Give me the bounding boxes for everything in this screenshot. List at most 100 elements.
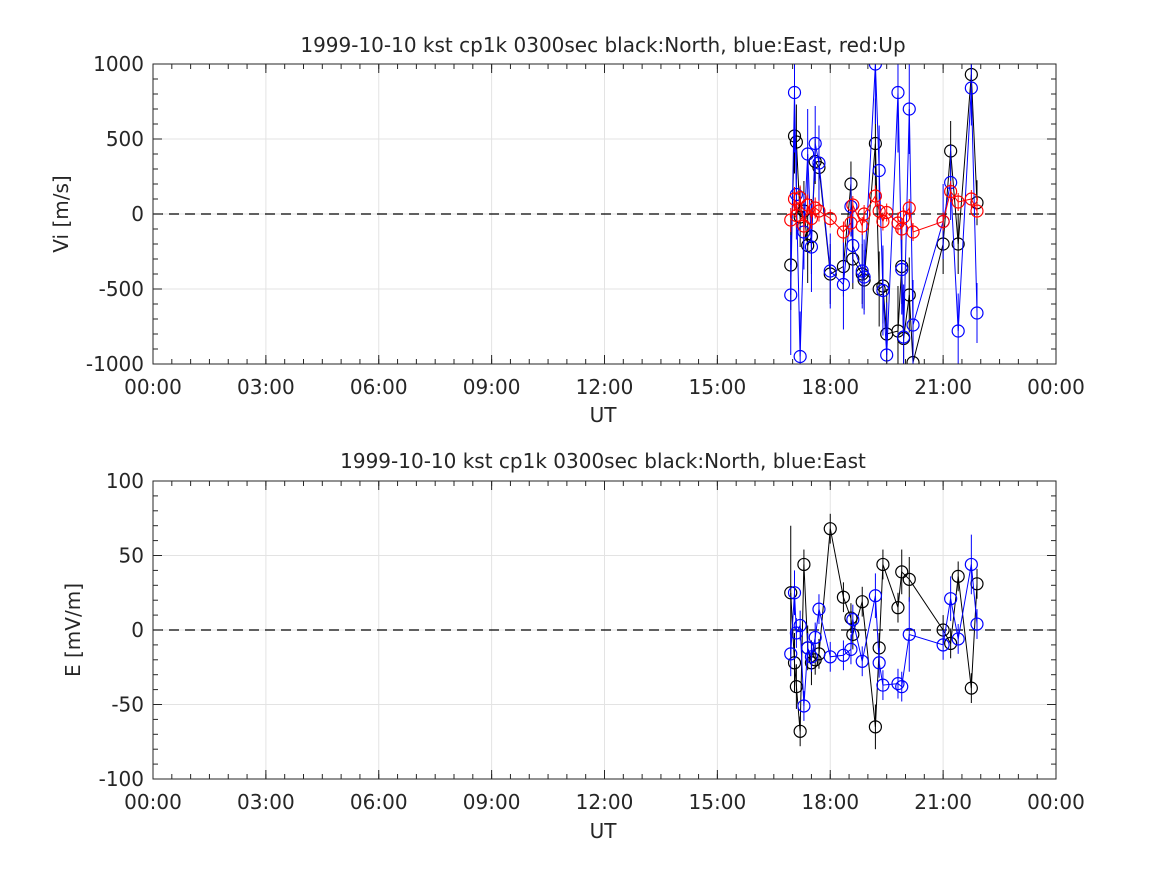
efield-series-north-point: [823, 522, 837, 536]
velocity-series-up-point: [823, 211, 837, 226]
velocity-plot-area: [784, 64, 984, 364]
velocity-series-up: [784, 181, 984, 243]
efield-panel: 1999-10-10 kst cp1k 0300sec black:North,…: [61, 449, 1085, 843]
velocity-series-up-point: [812, 204, 826, 218]
efield-y-tick-label: -50: [111, 693, 144, 717]
velocity-series-east-point: [876, 283, 890, 298]
velocity-x-tick-labels: 00:00 03:00 06:00 09:00 12:00 15:00 18:00 21:00…: [124, 375, 1085, 399]
efield-y-axis-label: E [mV/m]: [61, 583, 85, 677]
efield-x-tick-label: 09:00: [463, 790, 521, 814]
efield-series-east-point: [951, 632, 965, 646]
velocity-series-up-point: [789, 208, 803, 223]
velocity-chart-title: 1999-10-10 kst cp1k 0300sec black:North,…: [300, 33, 905, 57]
efield-y-tick-label: 0: [131, 618, 144, 642]
velocity-x-tick-label: 18:00: [801, 375, 859, 399]
efield-y-tick-label: -100: [99, 767, 144, 791]
efield-series-east-point: [876, 678, 890, 692]
velocity-series-up-point: [868, 189, 883, 203]
efield-x-tick-label: 18:00: [801, 790, 859, 814]
velocity-series-east-point: [793, 349, 807, 364]
velocity-series-east-point: [970, 306, 984, 320]
efield-series-east-point: [970, 617, 984, 631]
velocity-series-up-point: [876, 214, 890, 229]
efield-series-east-point: [964, 557, 978, 572]
efield-series-east-point: [784, 647, 798, 661]
efield-series-east-point: [812, 602, 826, 616]
efield-series-north-point: [787, 656, 802, 670]
efield-series-north-point: [855, 595, 869, 609]
efield-series-east-point: [846, 612, 860, 627]
velocity-series-east-point: [812, 156, 826, 170]
efield-series-east-point: [872, 656, 886, 670]
velocity-series-up-point: [936, 214, 950, 229]
velocity-y-axis-label: Vi [m/s]: [49, 175, 73, 252]
velocity-series-north-point: [951, 237, 965, 251]
velocity-y-tick-label: 0: [131, 202, 144, 226]
efield-series-east-point: [855, 654, 869, 668]
velocity-series-up-point: [951, 195, 965, 209]
velocity-y-tick-label: -500: [99, 277, 144, 301]
efield-series-north-point: [895, 565, 909, 579]
efield-y-tick-label: 100: [106, 469, 144, 493]
efield-series-east-point: [844, 642, 858, 656]
velocity-series-east-point: [868, 64, 882, 71]
efield-series-north-point: [902, 572, 916, 586]
efield-series-north-point: [789, 680, 803, 694]
velocity-series-east-point: [857, 270, 871, 284]
efield-x-tick-label: 06:00: [350, 790, 408, 814]
velocity-panel: 1999-10-10 kst cp1k 0300sec black:North,…: [49, 33, 1085, 427]
efield-axes-frame: [152, 480, 1057, 780]
velocity-series-east-point: [897, 330, 911, 344]
velocity-series-east-point: [906, 318, 920, 332]
velocity-series-east-point: [787, 85, 802, 100]
velocity-series-up-point: [902, 201, 916, 215]
velocity-x-tick-label: 21:00: [914, 375, 972, 399]
velocity-axes-box: [152, 63, 1057, 365]
velocity-x-tick-label: 00:00: [1027, 375, 1085, 399]
efield-x-axis-label: UT: [590, 819, 618, 843]
efield-series-north-point: [868, 720, 883, 734]
velocity-series-up-point: [970, 204, 984, 218]
velocity-series-north-point: [868, 136, 883, 151]
velocity-series-east-point: [823, 264, 837, 278]
efield-series-east: [784, 534, 984, 721]
efield-series-north-point: [784, 586, 798, 600]
velocity-series-east-point: [784, 288, 798, 302]
velocity-y-tick-label: 500: [106, 127, 144, 151]
efield-series-east-point: [797, 699, 811, 713]
efield-series-north-point: [844, 611, 858, 625]
velocity-series-up-point: [797, 219, 811, 233]
velocity-series-east: [784, 64, 984, 364]
velocity-series-north-point: [789, 135, 803, 149]
velocity-series-east-point: [902, 102, 916, 116]
velocity-series-up-point: [944, 184, 958, 199]
efield-series-north-point: [951, 569, 965, 583]
velocity-series-east-point: [872, 163, 886, 178]
velocity-series-up-point: [857, 207, 871, 221]
efield-series-east-point: [823, 650, 837, 664]
velocity-x-tick-label: 06:00: [350, 375, 408, 399]
efield-series-east-point: [891, 677, 905, 691]
efield-series-north-point: [793, 724, 807, 738]
velocity-series-up-point: [793, 190, 807, 205]
efield-series-east-point: [793, 618, 807, 633]
efield-series-east-point: [895, 680, 909, 694]
velocity-x-tick-label: 09:00: [463, 375, 521, 399]
velocity-series-up-point: [906, 225, 920, 239]
velocity-series-east-point: [964, 81, 978, 95]
efield-x-tick-label: 15:00: [689, 790, 747, 814]
efield-chart-title: 1999-10-10 kst cp1k 0300sec black:North,…: [340, 449, 866, 473]
efield-x-tick-label: 00:00: [1027, 790, 1085, 814]
efield-series-east-point: [902, 627, 916, 642]
velocity-series-up-point: [808, 201, 822, 215]
velocity-x-axis-label: UT: [590, 403, 618, 427]
efield-series-north-point: [944, 636, 958, 651]
velocity-series-up-point: [964, 192, 978, 206]
velocity-x-tick-label: 03:00: [237, 375, 295, 399]
efield-series-east-point: [789, 626, 803, 640]
velocity-series-up-point: [787, 192, 802, 206]
efield-x-tick-label: 03:00: [237, 790, 295, 814]
efield-series-north-point: [891, 601, 905, 615]
efield-series-east-point: [944, 592, 958, 606]
efield-x-tick-label: 12:00: [576, 790, 634, 814]
